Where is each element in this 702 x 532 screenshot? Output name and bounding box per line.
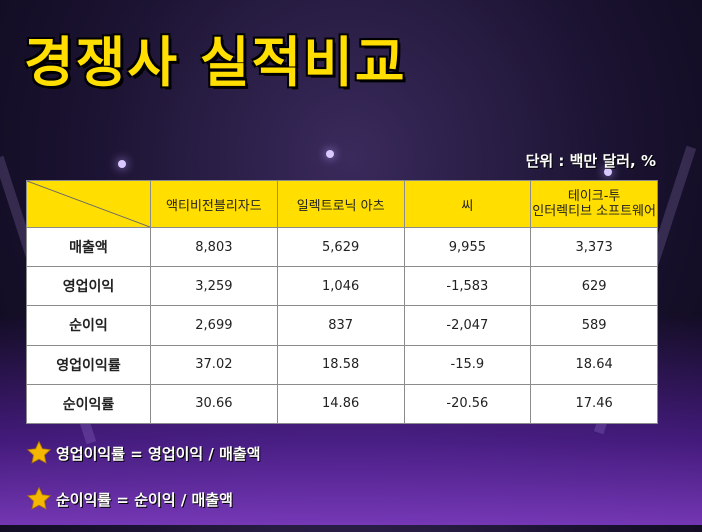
table-cell: 8,803 xyxy=(150,226,278,268)
column-header-take-two: 테이크-투 인터렉티브 소프트웨어 xyxy=(530,180,658,228)
table-cell: 5,629 xyxy=(276,226,405,268)
table-cell: 589 xyxy=(530,305,658,346)
row-label: 영업이익 xyxy=(26,266,151,307)
table-corner-cell xyxy=(26,180,151,228)
table-cell: 3,373 xyxy=(530,226,658,268)
unit-note: 단위 : 백만 달러, % xyxy=(525,152,656,170)
table-cell: -15.9 xyxy=(403,344,532,385)
table-cell: -1,583 xyxy=(403,266,532,307)
table-cell: 629 xyxy=(530,266,658,307)
table-cell: 9,955 xyxy=(403,226,532,268)
column-header-activision: 액티비전블리자드 xyxy=(150,180,278,228)
background-light-dot xyxy=(604,168,612,176)
table-cell: 30.66 xyxy=(150,383,278,425)
table-header-row: 액티비전블리자드 일렉트로닉 아츠 씨 테이크-투 인터렉티브 소프트웨어 xyxy=(26,180,658,228)
formula-note: 순이익률 = 순이익 / 매출액 xyxy=(26,486,261,512)
formula-note-text: 순이익률 = 순이익 / 매출액 xyxy=(56,490,233,509)
table-row: 순이익률 30.66 14.86 -20.56 17.46 xyxy=(26,383,658,425)
table-cell: 2,699 xyxy=(150,305,278,346)
formula-note-text: 영업이익률 = 영업이익 / 매출액 xyxy=(56,444,261,463)
row-label: 순이익률 xyxy=(26,383,151,425)
column-header-sea: 씨 xyxy=(403,180,532,228)
table-row: 매출액 8,803 5,629 9,955 3,373 xyxy=(26,226,658,268)
table-cell: 3,259 xyxy=(150,266,278,307)
star-icon xyxy=(26,440,52,464)
formula-note: 영업이익률 = 영업이익 / 매출액 xyxy=(26,440,261,466)
table-cell: 14.86 xyxy=(276,383,405,425)
column-header-ea: 일렉트로닉 아츠 xyxy=(276,180,405,228)
table-cell: 18.58 xyxy=(276,344,405,385)
background-light-dot xyxy=(118,160,126,168)
page-title: 경쟁사 실적비교 xyxy=(24,31,407,94)
table-row: 순이익 2,699 837 -2,047 589 xyxy=(26,305,658,346)
table-row: 영업이익률 37.02 18.58 -15.9 18.64 xyxy=(26,344,658,385)
row-label: 매출액 xyxy=(26,226,151,268)
diagonal-divider xyxy=(27,181,150,227)
column-header-line1: 테이크-투 xyxy=(567,189,621,204)
formula-notes: 영업이익률 = 영업이익 / 매출액 순이익률 = 순이익 / 매출액 xyxy=(26,440,261,532)
column-header-line2: 인터렉티브 소프트웨어 xyxy=(532,204,656,219)
table-cell: 18.64 xyxy=(530,344,658,385)
table-cell: 37.02 xyxy=(150,344,278,385)
row-label: 영업이익률 xyxy=(26,344,151,385)
table-cell: -2,047 xyxy=(403,305,532,346)
table-row: 영업이익 3,259 1,046 -1,583 629 xyxy=(26,266,658,307)
row-label: 순이익 xyxy=(26,305,151,346)
star-icon xyxy=(26,486,52,510)
table-cell: 837 xyxy=(276,305,405,346)
table-cell: 1,046 xyxy=(276,266,405,307)
comparison-table: 액티비전블리자드 일렉트로닉 아츠 씨 테이크-투 인터렉티브 소프트웨어 매출… xyxy=(26,180,658,425)
table-cell: -20.56 xyxy=(403,383,532,425)
table-cell: 17.46 xyxy=(530,383,658,425)
background-light-dot xyxy=(326,150,334,158)
